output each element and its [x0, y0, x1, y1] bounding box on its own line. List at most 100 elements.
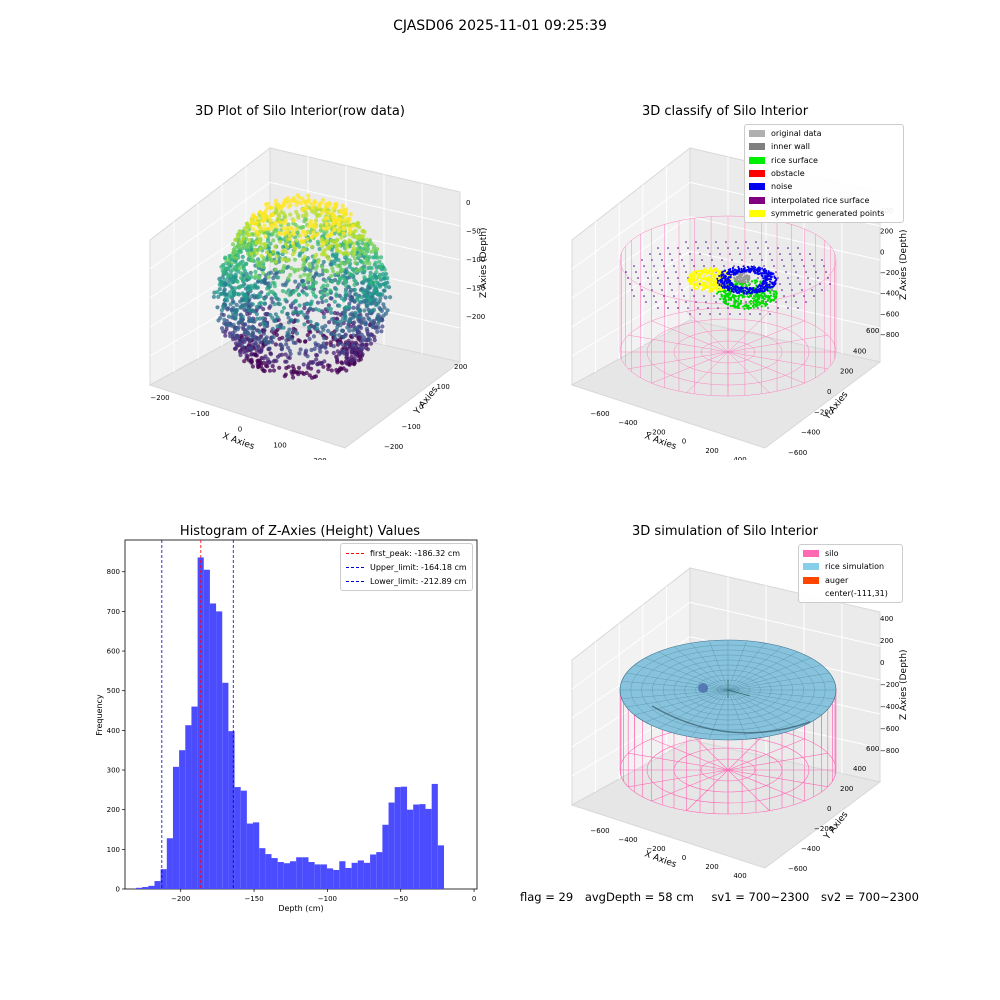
- raw-data-point: [373, 297, 378, 302]
- interpolated-surface-dot: [777, 247, 779, 249]
- raw-data-point: [245, 288, 251, 293]
- raw-data-point: [284, 290, 289, 295]
- raw-data-point: [352, 357, 357, 362]
- histogram-bar: [431, 783, 438, 889]
- legend-item: rice surface: [749, 154, 899, 167]
- rice-surface-point: [728, 296, 731, 299]
- raw-data-point: [250, 302, 255, 307]
- raw-data-point: [294, 238, 299, 243]
- raw-data-point: [291, 290, 296, 295]
- raw-data-point: [281, 305, 287, 311]
- raw-ytick-label: 200: [454, 363, 467, 371]
- noise-point: [730, 286, 733, 289]
- raw-data-point: [348, 359, 353, 364]
- raw-data-point: [378, 282, 383, 288]
- symmetric-generated-point: [693, 284, 696, 287]
- raw-data-point: [240, 344, 245, 349]
- raw-data-point: [244, 353, 249, 358]
- interpolated-surface-dot: [665, 271, 667, 273]
- interpolated-surface-dot: [633, 265, 635, 267]
- raw-data-point: [356, 329, 361, 334]
- simulation-xtick-label: 0: [682, 854, 686, 862]
- rice-surface-point: [746, 306, 749, 310]
- raw-data-point: [235, 307, 240, 312]
- raw-data-point: [238, 304, 243, 309]
- legend-dashed-line-swatch: [346, 552, 364, 554]
- legend-label: center(-111,31): [825, 589, 888, 599]
- raw-data-point: [273, 342, 278, 347]
- raw-data-point: [349, 354, 354, 359]
- interpolated-surface-dot: [687, 307, 689, 309]
- interpolated-surface-dot: [715, 301, 717, 303]
- histogram-ytick-label: 400: [107, 727, 120, 735]
- noise-point: [720, 283, 723, 286]
- raw-data-point: [240, 314, 245, 319]
- raw-data-point: [302, 255, 307, 260]
- inner-wall-point: [739, 281, 742, 284]
- noise-point: [763, 289, 766, 292]
- noise-point: [764, 279, 767, 282]
- histogram-bar: [136, 887, 143, 889]
- raw-data-point: [249, 220, 254, 225]
- raw-data-point: [273, 267, 278, 272]
- raw-data-point: [314, 343, 319, 348]
- rice-surface-point: [729, 298, 733, 302]
- raw-data-point: [329, 231, 334, 236]
- rice-surface-point: [752, 306, 755, 309]
- raw-data-point: [301, 229, 306, 234]
- raw-3d-plot: −200 −100 0 100 200 −200 −100 0 100 200 0 −50 −100…: [148, 146, 489, 460]
- raw-data-point: [309, 219, 314, 224]
- symmetric-generated-point: [696, 284, 699, 287]
- status-footer: flag = 29 avgDepth = 58 cm sv1 = 700~230…: [520, 890, 927, 904]
- raw-data-point: [326, 201, 331, 206]
- histogram-bar: [314, 864, 321, 889]
- raw-data-point: [296, 267, 301, 272]
- raw-data-point: [265, 238, 270, 243]
- noise-point: [762, 282, 765, 285]
- noise-point: [761, 284, 764, 287]
- raw-data-point: [369, 249, 374, 254]
- raw-data-point: [222, 292, 227, 297]
- rice-surface-point: [769, 291, 772, 295]
- raw-data-point: [385, 308, 390, 313]
- noise-point: [736, 289, 739, 292]
- interpolated-surface-dot: [705, 301, 707, 303]
- interpolated-surface-dot: [731, 259, 733, 261]
- noise-point: [738, 270, 741, 273]
- legend-label: interpolated rice surface: [771, 195, 870, 205]
- interpolated-surface-dot: [821, 259, 823, 261]
- raw-data-point: [345, 342, 350, 347]
- raw-data-point: [288, 351, 293, 357]
- interpolated-surface-dot: [757, 307, 759, 309]
- raw-data-point: [336, 217, 342, 222]
- noise-point: [760, 274, 763, 277]
- histogram-bar: [363, 862, 371, 889]
- histogram-bar: [209, 603, 217, 889]
- interpolated-surface-dot: [687, 247, 689, 249]
- histogram-bar: [259, 848, 266, 889]
- rice-surface-point: [739, 282, 742, 285]
- histogram-bar: [382, 824, 389, 889]
- raw-data-point: [226, 262, 231, 267]
- surface-radial: [634, 689, 729, 716]
- rice-surface-point: [733, 300, 736, 304]
- raw-data-point: [230, 276, 235, 281]
- inner-wall-point: [739, 274, 742, 277]
- raw-data-point: [324, 205, 329, 210]
- inner-wall-point: [744, 280, 747, 283]
- raw-data-point: [335, 324, 340, 329]
- raw-data-point: [332, 261, 337, 266]
- raw-data-point: [222, 288, 227, 293]
- raw-data-point: [313, 233, 318, 238]
- symmetric-generated-point: [706, 282, 709, 285]
- raw-data-point: [271, 238, 276, 243]
- raw-data-point: [304, 302, 309, 307]
- raw-data-point: [305, 230, 310, 235]
- noise-point: [735, 272, 738, 275]
- legend-label: original data: [771, 129, 822, 139]
- raw-data-point: [280, 288, 285, 294]
- raw-data-point: [339, 208, 344, 213]
- rice-surface-point: [745, 284, 748, 287]
- raw-data-point: [341, 225, 346, 230]
- noise-point: [737, 268, 740, 271]
